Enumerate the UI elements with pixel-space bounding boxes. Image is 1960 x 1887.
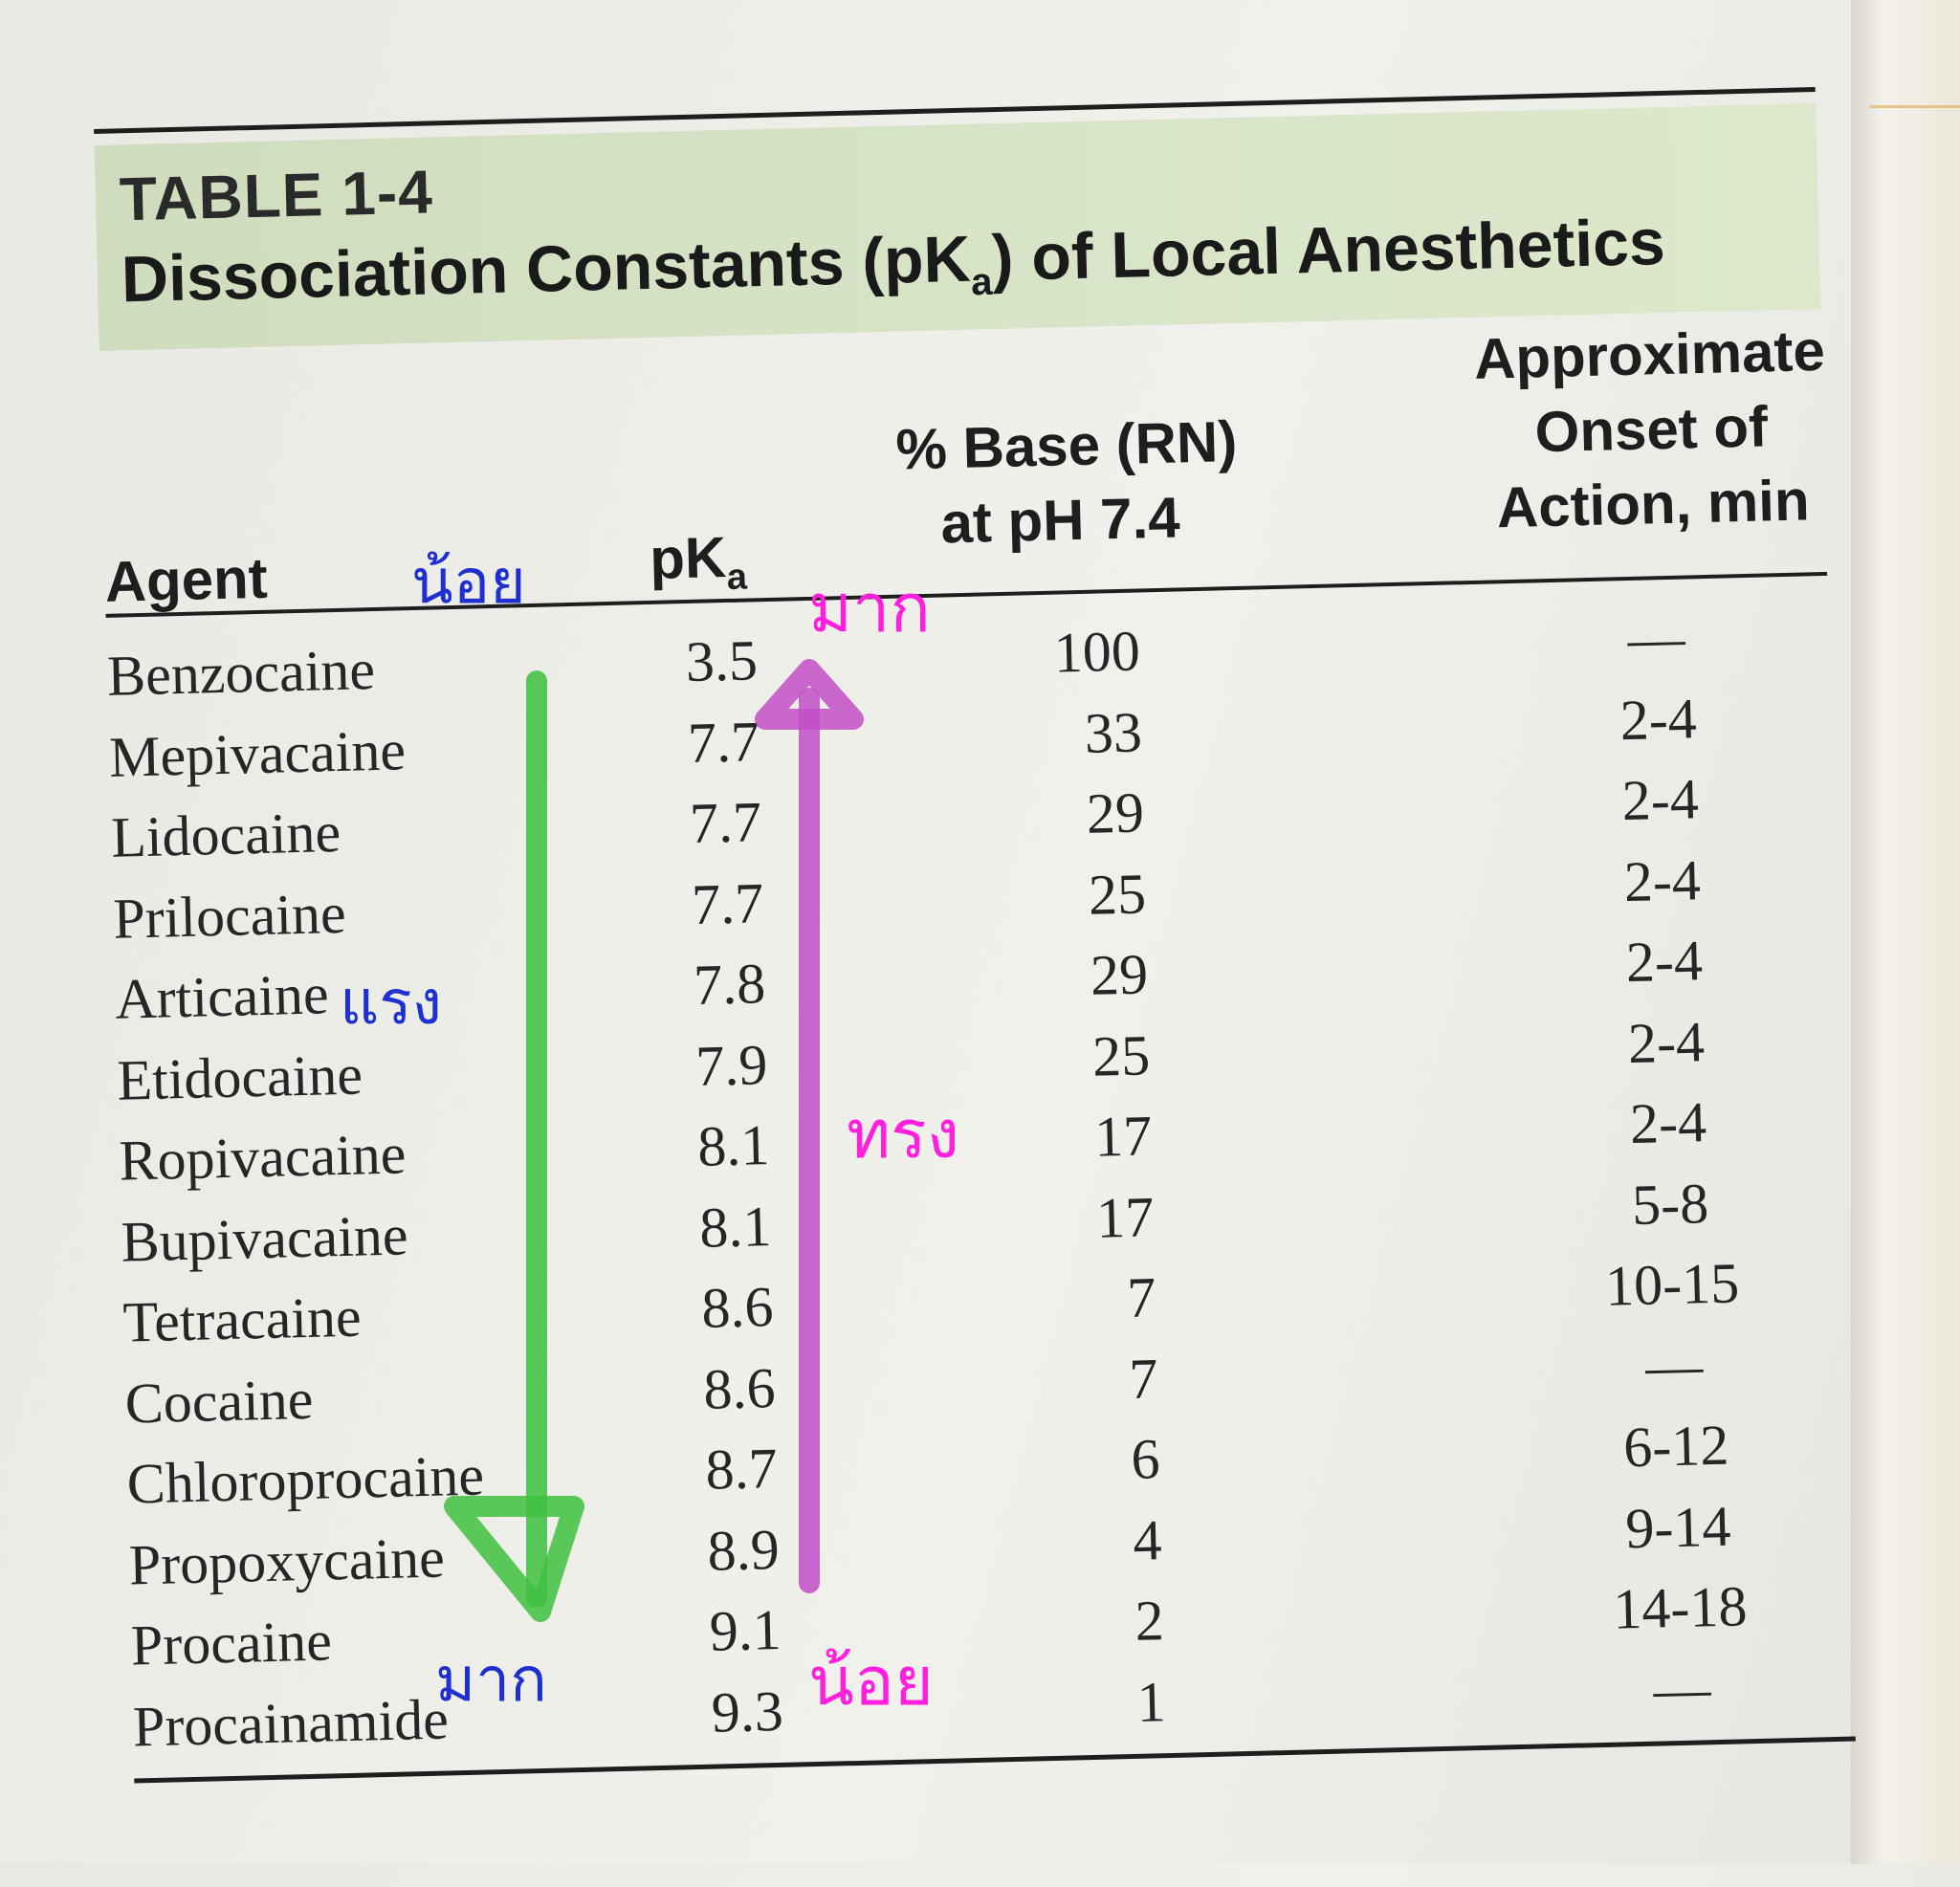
blue-note-mid: แรง (340, 968, 442, 1039)
purple-arrowhead-up (755, 659, 864, 730)
green-arrowhead-down (444, 1496, 584, 1622)
pink-note-bottom: น้อย (808, 1642, 934, 1721)
blue-note-top: น้อย (411, 547, 526, 618)
pink-note-top: มาก (808, 569, 931, 647)
pink-note-mid: ทรง (847, 1095, 959, 1174)
page-edge (1851, 0, 1960, 1864)
blue-note-bottom: มาก (435, 1645, 547, 1716)
